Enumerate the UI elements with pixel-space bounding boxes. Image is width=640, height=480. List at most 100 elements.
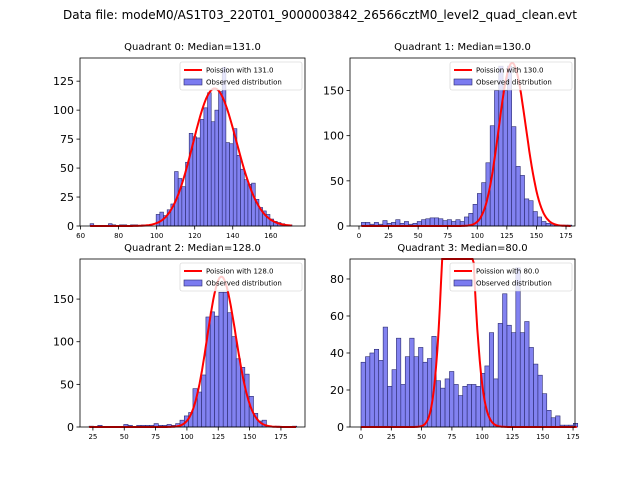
subplot-title: Quadrant 1: Median=130.0 [394,42,531,53]
histogram-bar [462,385,468,428]
x-tick-label: 25 [387,433,396,441]
histogram-bar [425,218,431,227]
histogram-bar [532,211,538,227]
legend-label-poisson: Poission with 80.0 [476,268,539,276]
histogram-bar [444,378,450,428]
histogram-bar [231,336,237,428]
legend-label-poisson: Poission with 131.0 [206,67,274,75]
histogram-bar [449,371,455,428]
histogram-bar [435,380,441,428]
histogram-bar [542,393,548,428]
histogram-bar [515,267,521,428]
histogram-bar [221,66,227,227]
histogram-bar [515,166,521,227]
histogram-bar [471,384,477,428]
legend-bar-swatch [183,78,203,86]
histogram-bar [519,175,525,227]
histogram-bar [524,198,530,227]
legend-box [179,61,303,91]
y-tick-label: 100 [53,104,74,117]
legend: Poission with 80.0 Observed distribution [449,262,573,292]
legend: Poission with 128.0 Observed distribution [179,262,303,292]
y-tick-label: 0 [67,421,74,434]
axes-frame [79,57,306,227]
legend-label-observed: Observed distribution [476,280,552,288]
x-tick-label: 100 [471,232,484,240]
legend-box [449,61,573,91]
x-tick-label: 175 [566,433,579,441]
histogram-bar [519,332,525,428]
x-tick-label: 100 [150,232,163,240]
histogram-bar [528,347,534,428]
y-tick-label: 75 [60,133,74,146]
y-tick-label: 150 [53,293,74,306]
x-tick-label: 100 [476,433,489,441]
histogram-bar [181,186,186,227]
histogram-bar [360,361,366,428]
histogram-bar [466,384,472,428]
legend-box [449,262,573,292]
axes-frame [79,258,306,428]
histogram-bar [550,417,556,428]
y-tick-label: 60 [330,310,344,323]
histogram-bar [524,321,530,428]
histogram-bar [511,332,517,428]
histogram-bar [541,221,547,227]
histogram-bar [192,136,197,227]
histogram-bar [214,315,220,428]
histogram-bar [418,347,424,428]
y-tick-label: 50 [330,175,344,188]
x-tick-label: 140 [226,232,239,240]
legend: Poission with 130.0 Observed distribution [449,61,573,91]
histogram-bar [528,200,534,227]
x-tick-label: 150 [530,232,543,240]
subplot-quadrant-1: Quadrant 1: Median=130.0 0 25 50 75 100 125 150… [323,42,576,240]
histogram-bar [209,311,215,428]
x-tick-label: 125 [506,433,519,441]
histogram-bar [155,214,161,227]
histogram-bar [475,385,481,428]
y-tick-label: 20 [330,384,344,397]
legend-label-observed: Observed distribution [476,79,552,87]
histogram-bar [218,91,223,227]
histogram-bar [201,374,207,428]
legend-box [179,262,303,292]
legend-bar-swatch [453,279,473,287]
y-tick-label: 0 [67,220,74,233]
legend-label-poisson: Poission with 128.0 [206,268,274,276]
y-tick-label: 125 [53,75,74,88]
y-tick-label: 0 [337,220,344,233]
x-tick-label: 100 [180,433,193,441]
x-tick-label: 125 [500,232,513,240]
x-tick-label: 50 [120,433,129,441]
x-tick-label: 50 [414,232,423,240]
histogram-bar [196,137,201,227]
histogram-bars [360,267,579,428]
histogram-bar [235,358,241,428]
histogram-bar [207,92,212,227]
histogram-bar [434,217,439,227]
histogram-bar [493,378,499,428]
histogram-bar [378,360,384,428]
x-tick-label: 175 [274,433,287,441]
x-tick-label: 150 [243,433,256,441]
x-tick-label: 0 [357,232,361,240]
histogram-bar [413,356,419,428]
x-tick-label: 0 [359,433,363,441]
histogram-bar [222,291,228,428]
histogram-bar [196,391,202,428]
x-tick-label: 25 [88,433,97,441]
legend-bar-swatch [453,78,473,86]
histogram-bar [373,348,380,428]
histogram-bar [227,312,233,428]
histogram-bar [365,356,371,428]
y-tick-label: 50 [60,378,74,391]
histogram-bar [497,323,503,428]
y-tick-label: 50 [60,162,74,175]
histogram-bar [502,293,508,428]
x-tick-label: 175 [559,232,572,240]
histogram-bar [502,90,508,227]
legend-label-observed: Observed distribution [206,79,282,87]
subplot-quadrant-0: Quadrant 0: Median=131.0 60 80 100 120 140 160… [53,42,306,240]
y-tick-label: 40 [330,347,344,360]
